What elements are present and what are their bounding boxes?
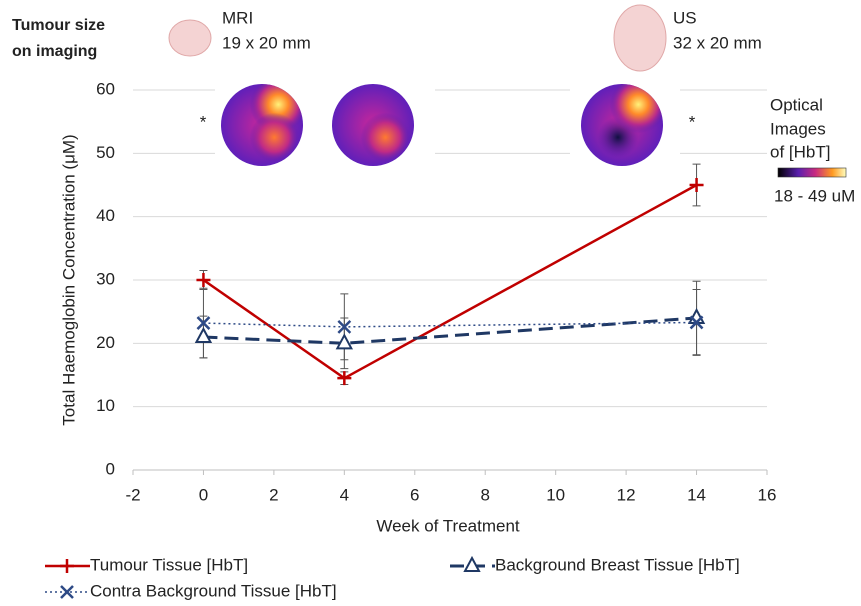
y-tick-label: 60 bbox=[96, 79, 115, 98]
y-axis-title: Total Haemoglobin Concentration (μM) bbox=[59, 134, 78, 425]
colorbar-label: 18 - 49 uM bbox=[774, 186, 855, 205]
chart: 0 10 20 30 40 50 60 -2 0 2 4 6 8 10 12 14 16 Tumour size… bbox=[0, 0, 861, 601]
asterisk: * bbox=[200, 112, 207, 131]
colorbar bbox=[778, 168, 846, 177]
x-tick-label: -2 bbox=[125, 485, 140, 504]
legend-label: Contra Background Tissue [HbT] bbox=[90, 581, 337, 600]
x-tick-label: 14 bbox=[687, 485, 706, 504]
x-axis-title: Week of Treatment bbox=[376, 516, 520, 535]
x-tick-label: 0 bbox=[199, 485, 208, 504]
optical-label: Images bbox=[770, 119, 826, 138]
x-tick-label: 12 bbox=[617, 485, 636, 504]
legend-marker bbox=[60, 559, 74, 573]
legend-label: Tumour Tissue [HbT] bbox=[90, 555, 248, 574]
optical-image-hotspot bbox=[221, 84, 303, 166]
x-tick-label: 8 bbox=[480, 485, 489, 504]
optical-image-hotspot bbox=[581, 84, 663, 166]
us-label: US bbox=[673, 8, 697, 27]
optical-label: Optical bbox=[770, 95, 823, 114]
marker bbox=[690, 178, 704, 192]
series-line bbox=[203, 185, 696, 378]
marker bbox=[196, 329, 210, 342]
x-tick-label: 6 bbox=[410, 485, 419, 504]
x-tick-label: 16 bbox=[758, 485, 777, 504]
asterisk: * bbox=[689, 112, 696, 131]
legend-label: Background Breast Tissue [HbT] bbox=[495, 555, 740, 574]
optical-label: of [HbT] bbox=[770, 142, 830, 161]
mri-ellipse bbox=[169, 20, 211, 56]
y-tick-label: 40 bbox=[96, 206, 115, 225]
y-tick-label: 20 bbox=[96, 333, 115, 352]
us-ellipse bbox=[614, 5, 666, 71]
mri-size: 19 x 20 mm bbox=[222, 33, 311, 52]
x-tick-label: 4 bbox=[340, 485, 349, 504]
y-tick-label: 30 bbox=[96, 269, 115, 288]
imaging-title: on imaging bbox=[12, 43, 97, 60]
x-tick-label: 10 bbox=[546, 485, 565, 504]
page: 0 10 20 30 40 50 60 -2 0 2 4 6 8 10 12 14 16 Tumour size… bbox=[0, 0, 861, 606]
mri-label: MRI bbox=[222, 8, 253, 27]
imaging-title: Tumour size bbox=[12, 17, 105, 34]
legend: Tumour Tissue [HbT] Background Breast Tis… bbox=[45, 555, 740, 600]
x-tick-label: 2 bbox=[269, 485, 278, 504]
y-tick-label: 50 bbox=[96, 143, 115, 162]
y-tick-label: 0 bbox=[106, 459, 115, 478]
optical-image-hotspot bbox=[332, 84, 414, 166]
y-tick-label: 10 bbox=[96, 396, 115, 415]
us-size: 32 x 20 mm bbox=[673, 33, 762, 52]
optical-images bbox=[215, 80, 680, 180]
